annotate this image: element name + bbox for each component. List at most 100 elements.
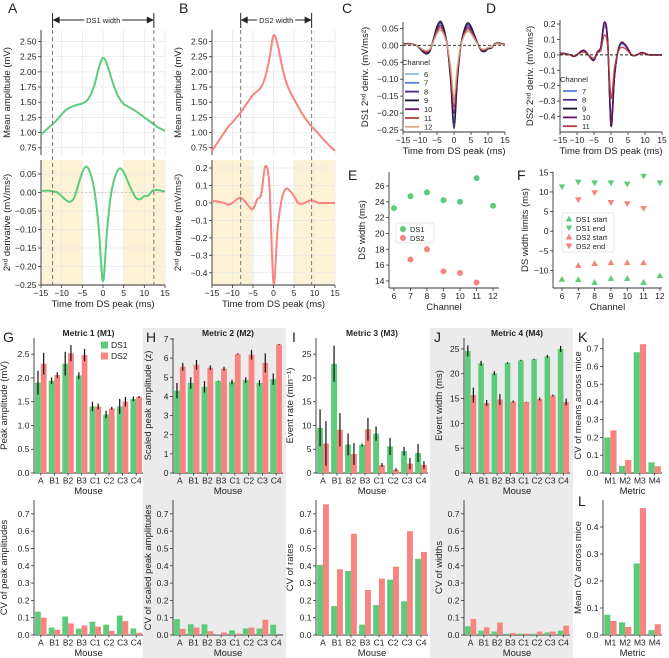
x-tick-label: C2 (531, 638, 542, 648)
bar-ds1-C1 (518, 633, 524, 635)
x-tick-label: −10 (413, 135, 428, 145)
y-tick-label: 0 (307, 468, 312, 478)
x-tick-label: C4 (416, 638, 427, 648)
data-point (440, 268, 447, 275)
data-point (623, 181, 631, 188)
y-tick-label: 0.2 (300, 595, 312, 605)
x-tick-label: B1 (479, 638, 490, 648)
y-tick-label: 0.0 (18, 468, 30, 478)
y-tick-label: 0.5 (448, 543, 460, 553)
x-tick-label: 0 (101, 288, 106, 298)
x-tick-label: −5 (589, 135, 599, 145)
legend-label: DS2 end (576, 242, 605, 251)
bar-ds1-C3 (401, 451, 407, 473)
bar-ds2-A (179, 628, 186, 635)
bar-ds2-A (40, 363, 47, 473)
bar-ds1-C2 (103, 624, 109, 635)
y-tick-label: 0.1 (448, 613, 460, 623)
y-tick-label: 5 (164, 372, 169, 382)
mean-amplitude-curve (40, 56, 166, 136)
bar-ds2-B3 (81, 625, 88, 635)
x-tick-label: 15 (657, 135, 667, 145)
y-tick-label: 1.25 (20, 112, 37, 122)
y-tick-label: 25 (302, 349, 312, 359)
panel-label: J (434, 329, 441, 345)
data-point (473, 279, 480, 286)
y-tick-label: 1.75 (20, 82, 37, 92)
bar-ds2-B3 (510, 401, 516, 473)
legend-marker (565, 215, 573, 222)
x-axis-label: Time from DS peak (ms) (222, 299, 325, 310)
y-tick-label: 1.00 (191, 128, 208, 138)
x-tick-label: B2 (346, 476, 357, 486)
y-tick-label: 0.2 (544, 19, 556, 29)
x-axis-label: Channel (590, 302, 625, 313)
x-axis-label: Time from DS peak (ms) (559, 146, 662, 157)
bar-ds2-B2 (68, 623, 74, 635)
y-tick-label: −0.10 (377, 74, 399, 84)
y-tick-label: 26 (375, 181, 385, 191)
bar-ds1-B2 (345, 570, 351, 635)
bar-ds1-C3 (256, 383, 263, 473)
bar-ds1-B3 (504, 362, 511, 473)
legend-marker (565, 243, 573, 250)
x-tick-label: B3 (76, 476, 87, 486)
y-tick-label: 7 (164, 334, 169, 344)
x-tick-label: 8 (592, 291, 597, 301)
y-axis-label: Mean amplitude (mV) (173, 47, 184, 138)
x-tick-label: C1 (374, 476, 385, 486)
x-tick-label: −5 (432, 135, 442, 145)
x-tick-label: B2 (202, 638, 213, 648)
x-tick-label: A (38, 638, 44, 648)
x-axis-label: Metric (620, 648, 646, 658)
x-tick-label: C1 (374, 638, 385, 648)
channel-curve-11 (559, 34, 662, 99)
y-tick-label: −0.3 (539, 96, 556, 106)
bar-ds2-M4 (654, 466, 661, 473)
bar-ds2-B3 (81, 355, 88, 473)
legend-swatch (101, 352, 108, 360)
y-tick-label: 0.5 (300, 543, 312, 553)
y-tick-label: 0.0 (587, 630, 599, 640)
x-tick-label: C4 (558, 476, 569, 486)
y-axis-label: Event width (ms) (434, 370, 445, 441)
y-tick-label: 0.3 (448, 578, 460, 588)
x-tick-label: 10 (623, 291, 633, 301)
x-tick-label: B3 (216, 476, 227, 486)
bar-ds2-C4 (563, 625, 569, 635)
bar-ds2-C4 (421, 464, 427, 473)
x-tick-label: B3 (76, 638, 87, 648)
bar-ds1-A (465, 350, 471, 473)
y-tick-label: 2.25 (191, 52, 208, 62)
x-tick-label: C1 (518, 476, 529, 486)
x-tick-label: C3 (117, 638, 128, 648)
x-tick-label: C4 (271, 476, 282, 486)
y-tick-label: 15 (450, 394, 460, 404)
bar-ds2-C1 (95, 406, 102, 473)
mean-amplitude-curve (211, 33, 336, 152)
bar-ds1-B2 (491, 373, 498, 473)
y-tick-label: 0.2 (587, 576, 599, 586)
y-tick-label: 0.75 (20, 143, 37, 153)
legend-marker (565, 233, 573, 240)
y-tick-label: 20 (450, 369, 460, 379)
x-axis-label: Mouse (214, 648, 243, 658)
bar-ds2-M3 (639, 344, 647, 473)
x-tick-label: C3 (545, 638, 556, 648)
y-tick-label: 0.4 (300, 561, 312, 571)
bar-ds1-C3 (256, 628, 263, 635)
data-point (591, 279, 598, 285)
bar-ds2-M4 (654, 624, 661, 635)
y-axis-label: Mean CV across mice (573, 521, 584, 614)
x-tick-label: C3 (117, 476, 128, 486)
x-tick-label: 0 (452, 135, 457, 145)
y-tick-label: 2.00 (191, 67, 208, 77)
x-tick-label: 8 (425, 291, 430, 301)
y-tick-label: 0.4 (18, 561, 30, 571)
x-tick-label: A (38, 476, 44, 486)
y-tick-label: 0.6 (448, 526, 460, 536)
y-tick-label: 1.0 (18, 420, 30, 430)
x-tick-label: C1 (518, 638, 529, 648)
x-tick-label: C1 (90, 476, 101, 486)
y-tick-label: 0.3 (18, 578, 30, 588)
